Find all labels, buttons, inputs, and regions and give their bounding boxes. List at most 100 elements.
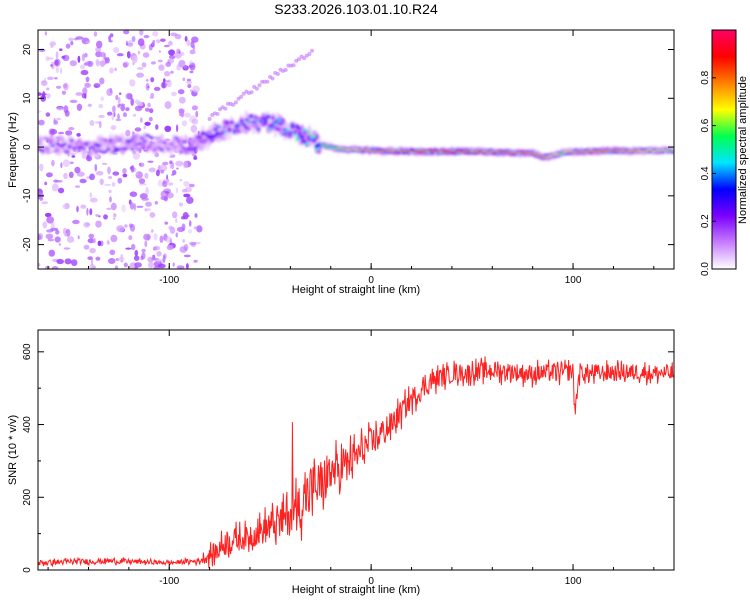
noise-blob: [112, 105, 116, 113]
noise-blob: [79, 64, 86, 70]
noise-blob: [79, 178, 87, 184]
noise-blob: [38, 234, 42, 241]
noise-blob: [254, 86, 259, 91]
noise-blob: [168, 55, 176, 60]
noise-blob: [141, 197, 150, 201]
noise-blob: [83, 62, 89, 66]
ridge-cell: [38, 142, 43, 146]
noise-blob: [195, 110, 199, 118]
ridge-cell: [130, 148, 135, 151]
noise-blob: [125, 107, 130, 111]
noise-blob: [176, 265, 185, 269]
ridge-cell: [115, 148, 121, 152]
ridge-cell: [89, 146, 94, 149]
noise-blob: [50, 222, 55, 230]
noise-blob: [74, 166, 81, 174]
noise-blob: [68, 37, 74, 41]
ridge-cell: [467, 150, 472, 152]
noise-blob: [163, 188, 171, 194]
noise-blob: [144, 121, 151, 126]
x-tick-label: -100: [159, 576, 179, 587]
noise-blob: [131, 36, 136, 42]
noise-blob: [136, 67, 144, 70]
noise-blob: [172, 262, 175, 267]
noise-blob: [186, 39, 191, 46]
noise-blob: [141, 62, 147, 68]
ridge-cell: [244, 110, 249, 125]
noise-blob: [121, 204, 126, 213]
ridge-cell: [442, 151, 448, 153]
noise-blob: [89, 192, 93, 198]
noise-blob: [131, 55, 138, 64]
noise-blob: [188, 183, 195, 188]
ridge-cell: [186, 150, 191, 155]
noise-blob: [46, 172, 53, 178]
ridge-cell: [62, 143, 67, 146]
noise-blob: [95, 171, 104, 176]
noise-blob: [104, 183, 112, 186]
ridge-cell: [246, 120, 251, 124]
noise-blob: [239, 94, 244, 99]
noise-blob: [110, 202, 117, 211]
noise-blob: [44, 31, 48, 36]
noise-blob: [116, 53, 124, 57]
ridge-cell: [263, 121, 268, 126]
noise-blob: [81, 53, 85, 62]
noise-blob: [54, 77, 58, 80]
noise-blob: [38, 110, 42, 113]
ridge-cell: [69, 139, 75, 142]
spectrogram-y-label: Frequency (Hz): [7, 112, 19, 188]
noise-blob: [87, 60, 94, 67]
noise-blob: [168, 40, 173, 46]
ridge-cell: [600, 150, 605, 152]
noise-blob: [76, 133, 81, 137]
ridge-cell: [249, 115, 254, 118]
noise-blob: [140, 255, 144, 261]
noise-blob: [149, 212, 156, 218]
noise-blob: [176, 48, 181, 54]
noise-blob: [68, 127, 75, 131]
noise-blob: [187, 229, 193, 234]
noise-blob: [93, 237, 96, 244]
ridge-cell: [217, 133, 222, 138]
noise-blob: [110, 234, 118, 243]
noise-blob: [138, 105, 142, 109]
ridge-cell: [86, 151, 92, 154]
noise-blob: [84, 52, 88, 58]
noise-blob: [83, 244, 90, 250]
ridge-cell: [253, 119, 259, 123]
ridge-cell: [81, 147, 87, 151]
noise-blob: [174, 51, 182, 59]
ridge-cell: [602, 151, 608, 153]
noise-blob: [162, 180, 168, 188]
noise-blob: [42, 221, 48, 229]
noise-blob: [99, 178, 104, 185]
noise-blob: [125, 129, 131, 137]
noise-blob: [127, 40, 134, 48]
ridge-cell: [64, 151, 70, 154]
ridge-cell: [142, 141, 147, 146]
noise-blob: [152, 254, 156, 259]
noise-blob: [186, 263, 189, 269]
ridge-cell: [118, 138, 123, 141]
noise-blob: [66, 236, 75, 243]
noise-blob: [178, 96, 186, 104]
noise-blob: [89, 247, 96, 254]
noise-blob: [106, 88, 113, 96]
noise-blob: [54, 180, 63, 183]
noise-blob: [265, 79, 270, 84]
noise-blob: [181, 223, 186, 232]
noise-blob: [296, 57, 301, 62]
noise-blob: [153, 265, 160, 269]
noise-blob: [153, 233, 158, 241]
noise-blob: [166, 178, 170, 183]
noise-blob: [61, 55, 66, 59]
noise-blob: [103, 214, 108, 220]
noise-blob: [136, 205, 144, 208]
noise-blob: [183, 160, 189, 169]
ridge-cell: [147, 144, 152, 149]
x-tick-label: 0: [368, 275, 374, 286]
ridge-cell: [302, 139, 307, 144]
ridge-cell: [287, 135, 293, 138]
snr-panel: -100 0 100 0 200 400 600 Height of straight l…: [7, 329, 675, 596]
